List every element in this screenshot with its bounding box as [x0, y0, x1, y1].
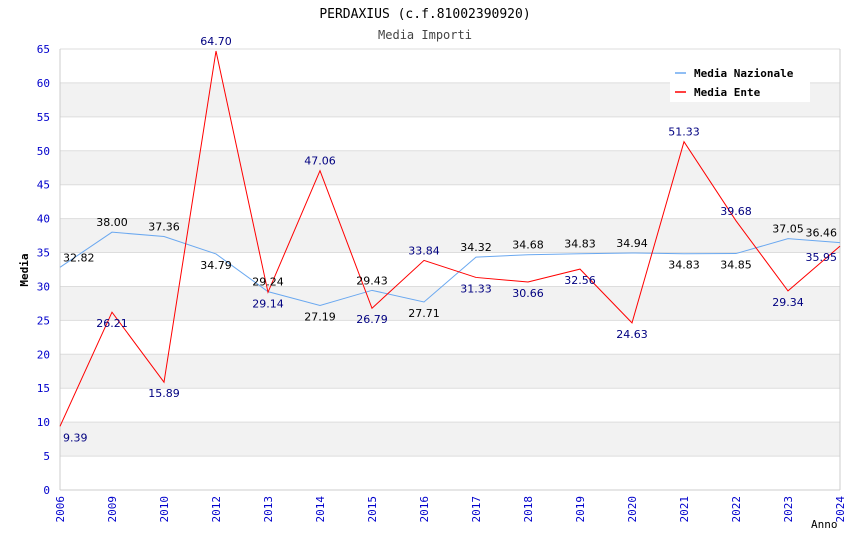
data-label: 39.68 [720, 205, 752, 218]
data-label: 34.68 [512, 239, 544, 252]
x-tick-label: 2006 [54, 496, 67, 523]
x-axis-label: Anno [811, 518, 838, 531]
x-tick-label: 2015 [366, 496, 379, 523]
x-tick-label: 2019 [574, 496, 587, 523]
data-label: 32.56 [564, 274, 596, 287]
x-tick-label: 2022 [730, 496, 743, 523]
y-tick-label: 15 [37, 382, 50, 395]
x-tick-label: 2013 [262, 496, 275, 523]
data-label: 15.89 [148, 387, 180, 400]
y-tick-label: 20 [37, 348, 50, 361]
data-label: 29.43 [356, 274, 388, 287]
y-axis-label: Media [18, 253, 31, 286]
y-tick-label: 45 [37, 179, 50, 192]
chart-subtitle: Media Importi [378, 28, 472, 42]
data-label: 34.85 [720, 259, 752, 272]
data-label: 34.83 [668, 259, 700, 272]
x-tick-label: 2021 [678, 496, 691, 523]
y-tick-label: 55 [37, 111, 50, 124]
x-tick-label: 2017 [470, 496, 483, 523]
grid-band [60, 354, 840, 389]
data-label: 35.95 [806, 251, 838, 264]
data-label: 26.21 [96, 317, 128, 330]
data-label: 51.33 [668, 126, 700, 139]
data-label: 64.70 [200, 35, 232, 48]
data-label: 36.46 [806, 227, 838, 240]
series-line [59, 231, 841, 307]
y-tick-label: 35 [37, 247, 50, 260]
grid-band [60, 286, 840, 321]
data-label: 27.71 [408, 307, 440, 320]
y-tick-label: 40 [37, 213, 50, 226]
data-label: 29.24 [252, 276, 284, 289]
y-tick-label: 5 [43, 450, 50, 463]
y-tick-label: 25 [37, 314, 50, 327]
legend-entry: Media Nazionale [694, 67, 794, 80]
grid-band [60, 422, 840, 457]
data-label: 32.82 [63, 251, 95, 264]
x-tick-label: 2012 [210, 496, 223, 523]
data-label: 34.83 [564, 238, 596, 251]
legend [670, 60, 810, 102]
x-tick-label: 2010 [158, 496, 171, 523]
chart-title: PERDAXIUS (c.f.81002390920) [319, 7, 530, 22]
data-label: 24.63 [616, 328, 648, 341]
data-label: 34.94 [616, 237, 648, 250]
data-label: 33.84 [408, 244, 440, 257]
data-label: 30.66 [512, 287, 544, 300]
x-tick-label: 2014 [314, 496, 327, 523]
data-label: 34.32 [460, 241, 492, 254]
y-tick-label: 0 [43, 484, 50, 497]
data-label: 38.00 [96, 216, 128, 229]
x-tick-label: 2009 [106, 496, 119, 523]
x-tick-label: 2020 [626, 496, 639, 523]
data-label: 27.19 [304, 311, 336, 324]
data-label: 34.79 [200, 259, 232, 272]
data-label: 29.34 [772, 296, 804, 309]
x-tick-label: 2023 [782, 496, 795, 523]
y-tick-label: 65 [37, 43, 50, 56]
data-label: 37.36 [148, 221, 180, 234]
grid-band [60, 150, 840, 185]
x-tick-label: 2018 [522, 496, 535, 523]
x-tick-label: 2024 [834, 496, 847, 523]
series-line [59, 50, 841, 427]
data-label: 31.33 [460, 282, 492, 295]
y-tick-label: 50 [37, 145, 50, 158]
y-tick-label: 60 [37, 77, 50, 90]
grid-band [60, 218, 840, 253]
data-label: 47.06 [304, 155, 336, 168]
data-label: 29.14 [252, 297, 284, 310]
legend-entry: Media Ente [694, 86, 761, 99]
data-label: 37.05 [772, 223, 804, 236]
y-tick-label: 10 [37, 416, 50, 429]
data-label: 26.79 [356, 313, 388, 326]
data-label: 9.39 [63, 431, 88, 444]
x-tick-label: 2016 [418, 496, 431, 523]
y-tick-label: 30 [37, 280, 50, 293]
